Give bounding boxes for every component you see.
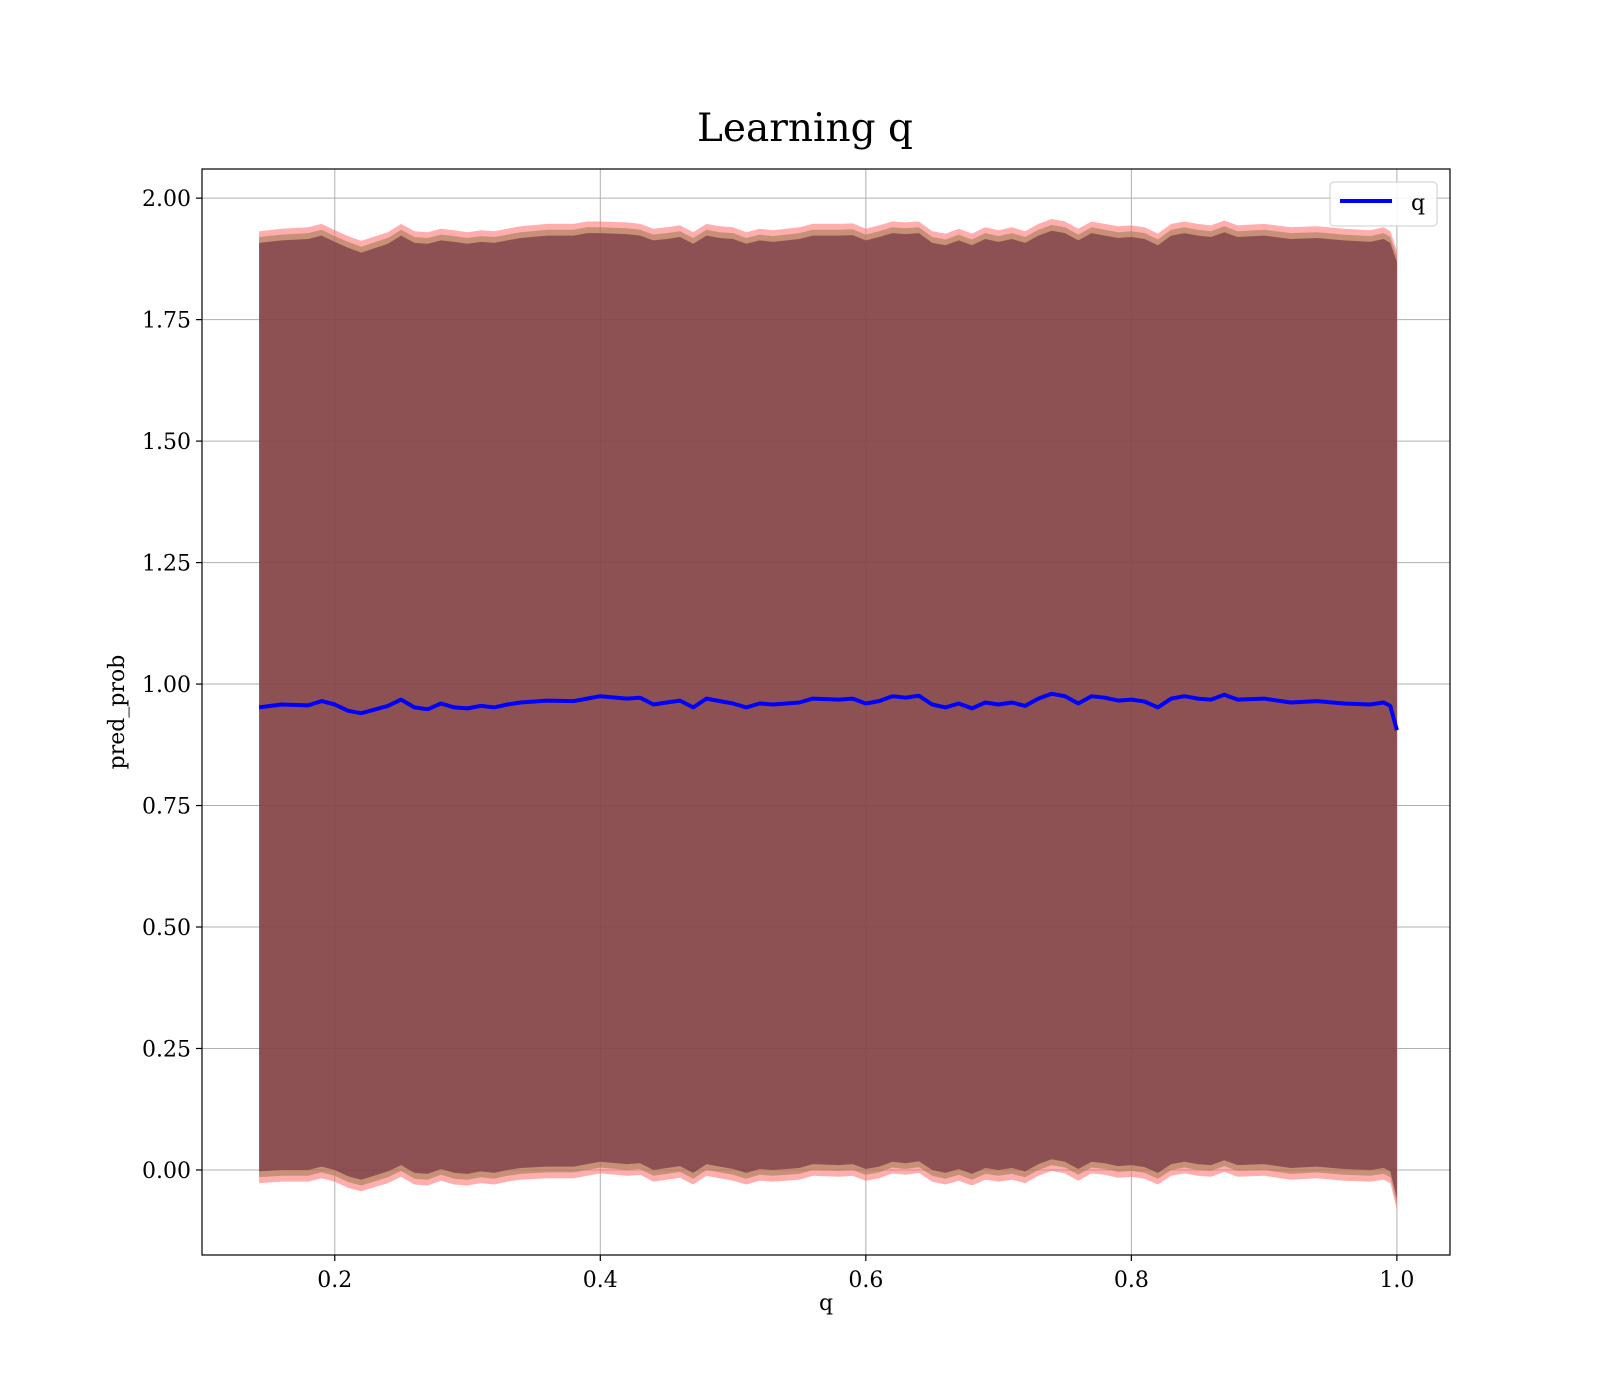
chart-title: Learning q: [697, 106, 913, 151]
y-tick-label: 1.75: [142, 309, 191, 334]
x-tick-label: 0.8: [1114, 1268, 1149, 1293]
y-tick-label: 1.25: [142, 552, 191, 577]
y-tick-label: 0.25: [142, 1037, 191, 1062]
y-axis-ticks: 0.00 0.25 0.50 0.75 1.00 1.25 1.50 1.75 2.00: [142, 187, 202, 1184]
line-q: [258, 691, 1399, 731]
confidence-band: [259, 219, 1397, 1210]
y-tick-label: 0.75: [142, 795, 191, 820]
y-axis-label: pred_prob: [105, 655, 130, 770]
x-tick-label: 0.4: [583, 1268, 618, 1293]
legend-box: [1329, 181, 1438, 227]
x-axis-ticks: 0.2 0.4 0.6 0.8 1.0: [317, 1255, 1414, 1293]
legend-label-q: q: [1411, 191, 1425, 216]
y-tick-label: 1.50: [142, 430, 191, 455]
y-tick-label: 0.50: [142, 916, 191, 941]
x-tick-label: 0.2: [317, 1268, 352, 1293]
x-tick-label: 0.6: [848, 1268, 883, 1293]
series-line-q: [258, 691, 1399, 731]
plot-area-frame: [201, 168, 1451, 1256]
x-axis-label: q: [819, 1291, 833, 1316]
y-tick-label: 0.00: [142, 1159, 191, 1184]
legend: q: [1329, 181, 1438, 227]
y-tick-label: 2.00: [142, 187, 191, 212]
x-tick-label: 1.0: [1379, 1268, 1414, 1293]
band-inner: [259, 230, 1397, 1199]
y-tick-label: 1.00: [142, 673, 191, 698]
